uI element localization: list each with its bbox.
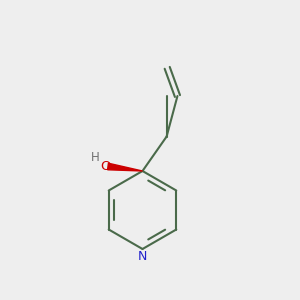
Text: O: O — [100, 160, 111, 173]
Polygon shape — [108, 163, 142, 171]
Text: H: H — [91, 151, 100, 164]
Text: N: N — [138, 250, 147, 263]
